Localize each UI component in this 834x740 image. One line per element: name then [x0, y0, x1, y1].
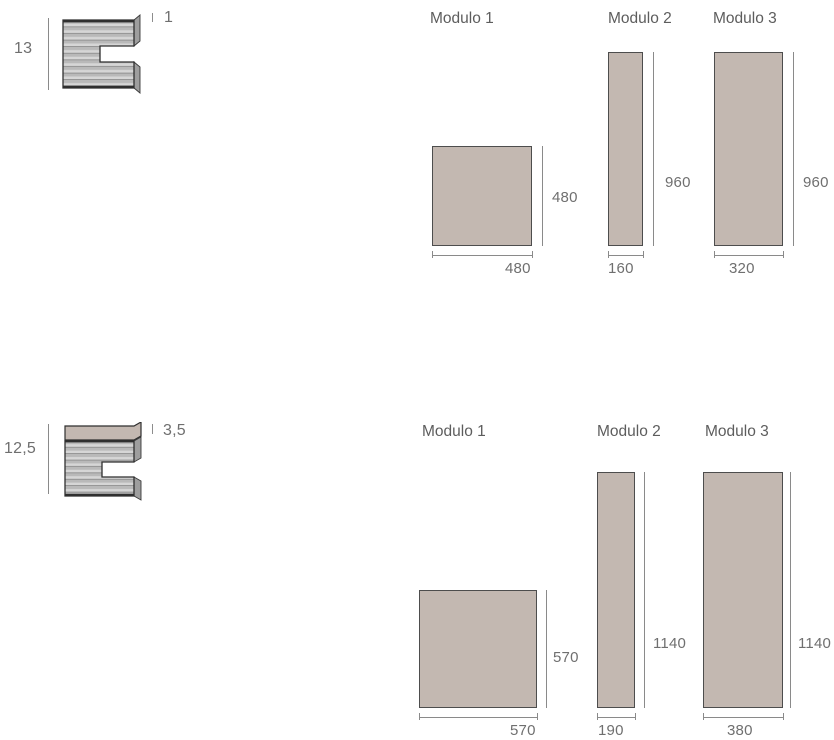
dim-tick — [783, 251, 784, 258]
top-module-1-label: Modulo 1 — [430, 10, 494, 27]
profile-bottom-thickness-tick — [152, 424, 153, 434]
dim-tick — [714, 251, 715, 258]
profile-bottom-thickness-label: 3,5 — [163, 422, 186, 439]
dim-tick — [635, 713, 636, 720]
profile-top-cross-section — [60, 14, 152, 101]
bottom-module-3-height-dimension-line — [790, 472, 791, 708]
bottom-module-3-label: Modulo 3 — [705, 423, 769, 440]
top-module-2-width-label: 160 — [608, 260, 634, 277]
dim-tick — [597, 713, 598, 720]
top-module-1-width-label: 480 — [505, 260, 531, 277]
profile-top-height-dimension-line — [48, 18, 49, 90]
bottom-module-2-width-dimension-line — [597, 717, 636, 718]
top-module-3-width-dimension-line — [714, 255, 784, 256]
profile-bottom-height-label: 12,5 — [4, 440, 36, 457]
top-module-2-label: Modulo 2 — [608, 10, 672, 27]
top-module-1-height-dimension-line — [542, 146, 543, 246]
dim-tick — [608, 251, 609, 258]
profile-bottom-height-dimension-line — [48, 424, 49, 494]
bottom-module-2-label: Modulo 2 — [597, 423, 661, 440]
top-module-3-label: Modulo 3 — [713, 10, 777, 27]
top-module-3-width-label: 320 — [729, 260, 755, 277]
top-module-1-width-dimension-line — [432, 255, 533, 256]
profile-top-height-label: 13 — [14, 40, 33, 57]
bottom-module-1-width-dimension-line — [419, 717, 538, 718]
bottom-module-3-height-label: 1140 — [798, 635, 832, 652]
top-module-3-height-dimension-line — [793, 52, 794, 246]
top-module-2-width-dimension-line — [608, 255, 644, 256]
top-module-2-panel — [608, 52, 643, 246]
top-module-2-height-label: 960 — [665, 174, 691, 191]
profile-top-thickness-tick — [152, 13, 153, 22]
bottom-module-1-height-label: 570 — [553, 649, 579, 666]
dim-tick — [432, 251, 433, 258]
dim-tick — [783, 713, 784, 720]
bottom-module-1-width-label: 570 — [510, 722, 536, 739]
profile-top-thickness-label: 1 — [164, 9, 174, 26]
top-module-1-height-label: 480 — [552, 189, 578, 206]
bottom-module-2-height-label: 1140 — [653, 635, 687, 652]
bottom-module-3-width-label: 380 — [727, 722, 753, 739]
bottom-module-1-panel — [419, 590, 537, 708]
bottom-module-2-width-label: 190 — [598, 722, 624, 739]
dim-tick — [703, 713, 704, 720]
profile-bottom-cross-section — [62, 420, 154, 507]
dim-tick — [532, 251, 533, 258]
bottom-module-2-height-dimension-line — [644, 472, 645, 708]
bottom-module-1-label: Modulo 1 — [422, 423, 486, 440]
top-module-3-panel — [714, 52, 783, 246]
dim-tick — [537, 713, 538, 720]
dim-tick — [419, 713, 420, 720]
top-module-3-height-label: 960 — [803, 174, 829, 191]
bottom-module-1-height-dimension-line — [546, 590, 547, 708]
bottom-module-3-panel — [703, 472, 783, 708]
dim-tick — [643, 251, 644, 258]
top-module-1-panel — [432, 146, 532, 246]
bottom-module-2-panel — [597, 472, 635, 708]
bottom-module-3-width-dimension-line — [703, 717, 784, 718]
top-module-2-height-dimension-line — [653, 52, 654, 246]
